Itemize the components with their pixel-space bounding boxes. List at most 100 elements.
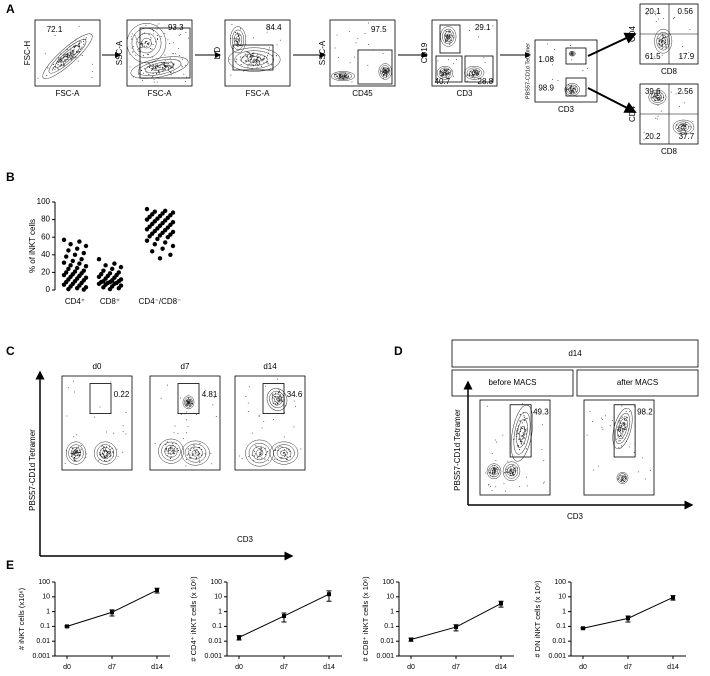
gate bbox=[464, 55, 494, 83]
density-contour bbox=[126, 23, 167, 64]
event-dot bbox=[103, 459, 105, 461]
x-tick-label: d14 bbox=[151, 664, 163, 671]
event-dot bbox=[483, 57, 485, 59]
event-dot bbox=[185, 419, 187, 421]
y-tick-label: 10 bbox=[386, 594, 394, 601]
event-dot bbox=[85, 457, 87, 459]
event-dot bbox=[277, 398, 279, 400]
arrow bbox=[587, 87, 637, 113]
event-dot bbox=[256, 63, 258, 65]
event-dot bbox=[59, 59, 61, 61]
event-dot bbox=[186, 411, 188, 413]
density-contour bbox=[442, 28, 455, 45]
event-dot bbox=[616, 438, 618, 440]
event-dot bbox=[146, 43, 148, 45]
event-dot bbox=[666, 36, 668, 38]
event-dot bbox=[132, 51, 134, 53]
event-dot bbox=[168, 449, 170, 451]
event-dot bbox=[507, 460, 509, 462]
event-dot bbox=[140, 43, 142, 45]
event-dot bbox=[279, 39, 281, 41]
event-dot bbox=[253, 58, 255, 60]
event-dot bbox=[494, 439, 496, 441]
event-dot bbox=[188, 402, 190, 404]
event-dot bbox=[85, 37, 87, 39]
event-dot bbox=[623, 424, 625, 426]
event-dot bbox=[520, 441, 522, 443]
y-tick-label: 0.001 bbox=[32, 653, 50, 660]
event-dot bbox=[59, 58, 62, 60]
y-tick-label: 80 bbox=[41, 215, 50, 224]
event-dot bbox=[618, 446, 620, 448]
event-dot bbox=[181, 66, 183, 68]
event-dot bbox=[66, 55, 68, 57]
event-dot bbox=[341, 75, 344, 78]
x-tick-label: d0 bbox=[579, 664, 587, 671]
event-dot bbox=[151, 69, 153, 71]
event-dot bbox=[665, 46, 667, 48]
y-tick-label: 0.1 bbox=[212, 623, 222, 630]
axis-label: # CD8⁺ iNKT cells (x 10⁶) bbox=[361, 576, 370, 662]
event-dot bbox=[274, 449, 276, 451]
y-tick-label: 100 bbox=[37, 197, 51, 206]
y-tick-label: 100 bbox=[38, 579, 50, 586]
event-dot bbox=[272, 397, 274, 399]
event-dot bbox=[280, 399, 282, 401]
event-dot bbox=[180, 414, 182, 416]
density-contour bbox=[619, 474, 626, 481]
event-dot bbox=[138, 66, 140, 68]
event-dot bbox=[678, 127, 680, 129]
header-box bbox=[451, 339, 699, 368]
event-dot bbox=[105, 431, 107, 433]
event-dot bbox=[618, 426, 620, 428]
density-contour bbox=[502, 461, 521, 481]
density-contour bbox=[130, 56, 189, 79]
event-dot bbox=[185, 81, 187, 83]
density-contour bbox=[274, 396, 280, 403]
event-dot bbox=[525, 476, 527, 478]
event-dot bbox=[238, 38, 240, 40]
event-dot bbox=[150, 37, 152, 39]
event-dot bbox=[172, 64, 174, 66]
event-dot bbox=[169, 450, 171, 452]
event-dot bbox=[492, 25, 494, 27]
event-dot bbox=[72, 450, 74, 452]
event-dot bbox=[188, 401, 190, 403]
event-dot bbox=[271, 64, 273, 66]
event-dot bbox=[255, 63, 257, 65]
event-dot bbox=[260, 54, 262, 56]
gate-value: 1.08 bbox=[538, 55, 554, 64]
event-dot bbox=[274, 392, 276, 394]
event-dot bbox=[683, 126, 685, 128]
event-dot bbox=[235, 61, 237, 63]
event-dot bbox=[621, 425, 623, 427]
data-dot bbox=[77, 239, 82, 244]
event-dot bbox=[620, 435, 622, 437]
event-dot bbox=[388, 69, 390, 71]
density-contour bbox=[185, 398, 192, 406]
density-contour bbox=[273, 444, 295, 462]
event-dot bbox=[643, 132, 645, 134]
event-dot bbox=[158, 67, 160, 69]
event-dot bbox=[177, 449, 179, 452]
event-dot bbox=[448, 41, 450, 43]
event-dot bbox=[523, 420, 525, 422]
event-dot bbox=[286, 456, 288, 458]
event-dot bbox=[685, 130, 687, 132]
axis-label: FSC-A bbox=[56, 89, 81, 98]
event-dot bbox=[71, 58, 73, 60]
density-contour bbox=[266, 388, 288, 411]
event-dot bbox=[252, 61, 254, 63]
event-dot bbox=[511, 471, 513, 474]
density-contour bbox=[70, 447, 82, 459]
event-dot bbox=[165, 444, 167, 446]
axis-label: PBS57-CD1d Tetramer bbox=[525, 43, 531, 99]
event-dot bbox=[166, 65, 168, 67]
flow-plot bbox=[61, 375, 133, 471]
event-dot bbox=[476, 72, 478, 74]
y-tick-label: 100 bbox=[382, 579, 394, 586]
density-contour bbox=[516, 418, 528, 448]
data-dot bbox=[75, 246, 80, 251]
event-dot bbox=[259, 62, 261, 64]
event-dot bbox=[288, 449, 290, 451]
